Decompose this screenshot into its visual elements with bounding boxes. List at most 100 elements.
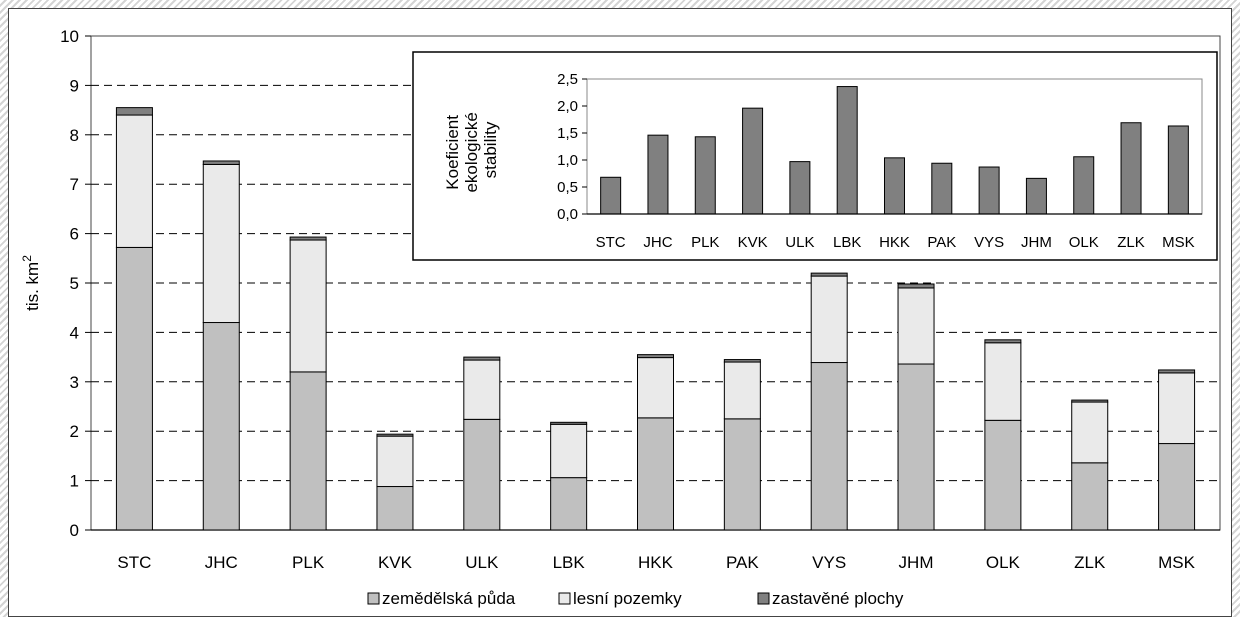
main-bar-segment bbox=[897, 363, 935, 531]
inset-x-tick-label: JHM bbox=[1021, 234, 1052, 251]
main-bar-segment bbox=[289, 371, 327, 531]
main-y-tick-label: 9 bbox=[70, 76, 79, 95]
inset-y-axis-label: Koeficient ekologické stability bbox=[443, 107, 500, 192]
inset-bar bbox=[978, 166, 1000, 215]
main-bar-segment bbox=[376, 433, 414, 437]
main-x-tick-label: HKK bbox=[638, 553, 674, 572]
inset-bar bbox=[836, 86, 858, 215]
main-bar-segment bbox=[1158, 372, 1196, 445]
inset-bar bbox=[694, 136, 716, 215]
inset-bar bbox=[742, 107, 764, 215]
main-bar-segment bbox=[637, 357, 674, 419]
inset-y-axis-label-line-2: ekologické bbox=[462, 112, 481, 192]
main-x-tick-label: STC bbox=[117, 553, 151, 572]
main-bar-segment bbox=[202, 160, 240, 165]
main-x-tick-label: JHC bbox=[205, 553, 238, 572]
main-x-tick-label: OLK bbox=[986, 553, 1021, 572]
legend-label: zemědělská půda bbox=[382, 589, 516, 608]
main-y-tick-label: 3 bbox=[70, 373, 79, 392]
main-bar-segment bbox=[463, 356, 501, 361]
main-bar-segment bbox=[115, 114, 153, 248]
legend-label: zastavěné plochy bbox=[772, 589, 904, 608]
main-y-tick-label: 10 bbox=[60, 27, 79, 46]
inset-x-tick-label: VYS bbox=[974, 234, 1004, 251]
legend: zemědělská půda lesní pozemky zastavěné pl… bbox=[367, 589, 904, 608]
main-bar-segment bbox=[1158, 369, 1196, 374]
main-bar-segment bbox=[897, 287, 935, 365]
main-bar-segment bbox=[115, 107, 153, 116]
main-x-tick-label: JHM bbox=[899, 553, 934, 572]
inset-y-tick-label: 1,0 bbox=[557, 152, 578, 169]
inset-x-tick-label: PLK bbox=[691, 234, 719, 251]
main-bar-segment bbox=[463, 359, 501, 420]
main-bar-segment bbox=[723, 361, 761, 420]
main-bar-segment bbox=[289, 239, 327, 373]
main-y-tick-label: 6 bbox=[70, 225, 79, 244]
main-bar-segment bbox=[810, 362, 848, 531]
main-bar-segment bbox=[376, 435, 414, 488]
inset-bar bbox=[789, 161, 811, 215]
legend-swatch bbox=[757, 592, 770, 605]
legend-swatch bbox=[367, 592, 380, 605]
main-bar-segment bbox=[810, 272, 848, 277]
inset-bar bbox=[1120, 122, 1142, 215]
inset-bar bbox=[1025, 177, 1047, 215]
main-bar-segment bbox=[1071, 462, 1109, 531]
main-bar-segment bbox=[550, 423, 588, 479]
main-y-tick-label: 1 bbox=[70, 472, 79, 491]
main-y-tick-label: 4 bbox=[70, 323, 79, 342]
inset-bar bbox=[931, 162, 953, 215]
main-x-tick-label: VYS bbox=[812, 553, 846, 572]
main-y-axis-label-superscript: 2 bbox=[20, 255, 34, 262]
inset-x-tick-label: JHC bbox=[643, 234, 672, 251]
main-bars bbox=[115, 107, 1196, 531]
main-bar-segment bbox=[723, 418, 761, 531]
main-bar-segment bbox=[202, 163, 240, 324]
inset-y-tick-labels: 0,0 0,5 1,0 1,5 2,0 2,5 bbox=[557, 71, 587, 223]
inset-x-tick-label: KVK bbox=[738, 234, 768, 251]
main-x-tick-label: KVK bbox=[378, 553, 413, 572]
legend-label: lesní pozemky bbox=[573, 589, 682, 608]
main-y-tick-labels: 0 1 2 3 4 5 6 7 8 9 10 bbox=[60, 27, 79, 540]
main-x-tick-label: ULK bbox=[465, 553, 499, 572]
main-bar-segment bbox=[984, 342, 1022, 421]
main-y-tick-label: 7 bbox=[70, 175, 79, 194]
main-bar-segment bbox=[115, 246, 153, 531]
main-x-tick-label: LBK bbox=[553, 553, 586, 572]
inset-y-tick-label: 0,0 bbox=[557, 206, 578, 223]
inset-x-tick-label: PAK bbox=[927, 234, 956, 251]
main-y-tick-label: 2 bbox=[70, 422, 79, 441]
inset-bar bbox=[1167, 125, 1189, 215]
main-x-tick-label: MSK bbox=[1158, 553, 1196, 572]
legend-swatch bbox=[558, 592, 571, 605]
inset-bars bbox=[587, 86, 1202, 215]
inset-x-tick-label: HKK bbox=[879, 234, 910, 251]
main-y-axis-label: tis. km2 bbox=[20, 255, 42, 311]
main-bar-segment bbox=[289, 236, 327, 241]
inset-x-tick-labels: STC JHC PLK KVK ULK LBK HKK PAK VYS JHM OLK ZLK MSK bbox=[596, 234, 1195, 251]
inset-bar bbox=[647, 134, 669, 215]
main-bar-segment bbox=[376, 486, 414, 531]
inset-y-axis-label-line-1: Koeficient bbox=[443, 115, 462, 190]
main-bar-segment bbox=[463, 418, 501, 531]
inset-bar bbox=[884, 157, 905, 215]
inset-y-tick-label: 0,5 bbox=[557, 179, 578, 196]
main-bar-segment bbox=[1071, 399, 1109, 403]
main-bar-segment bbox=[550, 477, 588, 531]
main-bar-segment bbox=[1158, 443, 1196, 531]
main-y-tick-label: 0 bbox=[70, 521, 79, 540]
main-bar-segment bbox=[637, 417, 674, 531]
main-bar-segment bbox=[550, 421, 588, 425]
inset-y-tick-label: 2,0 bbox=[557, 98, 578, 115]
inset-x-tick-label: LBK bbox=[833, 234, 861, 251]
inset-y-tick-label: 1,5 bbox=[557, 125, 578, 142]
main-bar-segment bbox=[897, 283, 935, 289]
inset-x-tick-label: ZLK bbox=[1117, 234, 1145, 251]
main-y-tick-label: 5 bbox=[70, 274, 79, 293]
main-x-tick-labels: STC JHC PLK KVK ULK LBK HKK PAK VYS JHM OLK ZLK MSK bbox=[117, 553, 1195, 572]
inset-bar bbox=[1073, 156, 1095, 215]
inset-x-tick-label: MSK bbox=[1162, 234, 1195, 251]
inset-bar bbox=[600, 176, 622, 215]
inset-y-axis-label-line-3: stability bbox=[481, 121, 500, 178]
